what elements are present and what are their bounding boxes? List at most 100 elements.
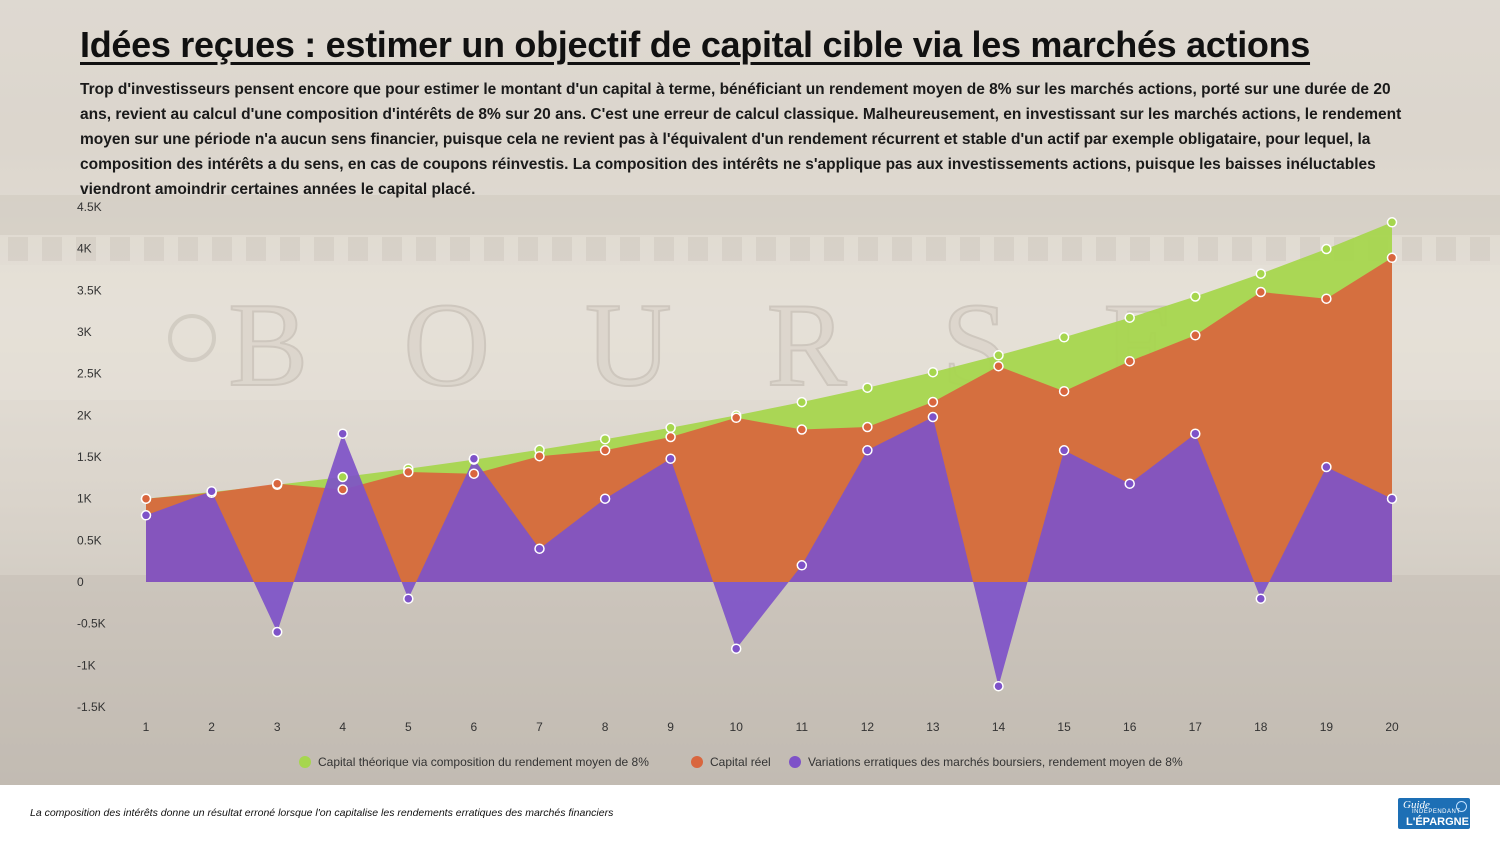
series-2-point[interactable] (1321, 293, 1332, 304)
facade-dentil (110, 237, 130, 261)
series-3-point[interactable] (1386, 493, 1398, 504)
series-3-point[interactable] (1255, 593, 1267, 604)
y-tick-label: 2K (77, 408, 92, 422)
facade-dentil (42, 237, 62, 261)
series-1-point[interactable] (599, 433, 611, 445)
series-1-point[interactable] (337, 471, 348, 483)
series-3-point[interactable] (730, 643, 742, 654)
series-1-point[interactable] (796, 396, 808, 408)
series-2-point[interactable] (271, 478, 283, 489)
series-2-point[interactable] (1124, 355, 1135, 367)
series-3-point[interactable] (796, 560, 808, 571)
facade-dentil (756, 237, 776, 261)
series-1-point[interactable] (1321, 243, 1332, 255)
page-title: Idées reçues : estimer un objectif de ca… (80, 24, 1311, 65)
series-1-point[interactable] (993, 350, 1004, 361)
series-3-point[interactable] (468, 453, 480, 464)
y-tick-label: 3K (77, 325, 92, 339)
legend-label-3[interactable]: Variations erratiques des marchés boursi… (808, 755, 1183, 769)
facade-dentil (654, 237, 674, 261)
facade-dentil (1266, 237, 1286, 261)
series-2-point[interactable] (862, 421, 873, 433)
x-tick-label: 8 (602, 720, 609, 734)
legend-label-1[interactable]: Capital théorique via composition du ren… (318, 755, 649, 769)
facade-dentil (178, 237, 198, 261)
series-3-point[interactable] (337, 428, 348, 439)
series-3-point[interactable] (534, 543, 545, 554)
legend-marker-1 (299, 756, 311, 768)
series-3-point[interactable] (206, 485, 217, 497)
series-2-point[interactable] (665, 431, 676, 443)
facade-dentil (1402, 237, 1422, 261)
series-2-point[interactable] (599, 445, 611, 456)
area-chart: -1.5K -1K -0.5K 0 0.5K 1K 1.5K 2K 2.5K 3K 3.5K 4K 4.… (77, 200, 1399, 769)
x-tick-label: 1 (143, 720, 150, 734)
facade-dentil (348, 237, 368, 261)
facade-dentil (1062, 237, 1082, 261)
series-2-point[interactable] (1255, 286, 1267, 298)
series-2-point[interactable] (534, 450, 545, 462)
y-tick-label: -0.5K (77, 617, 106, 631)
logo-line1: Guide (1403, 799, 1430, 811)
series-2-point[interactable] (140, 493, 152, 504)
series-1-point[interactable] (862, 382, 873, 393)
series-1-point[interactable] (1058, 332, 1070, 343)
series-3-point[interactable] (1190, 428, 1201, 439)
facade-dentil (76, 237, 96, 261)
legend-marker-3 (789, 756, 801, 768)
x-tick-label: 14 (992, 720, 1006, 734)
series-2-point[interactable] (403, 466, 414, 478)
series-2-point[interactable] (1058, 385, 1070, 397)
series-2-point[interactable] (730, 412, 742, 424)
brand-logo[interactable]: Guide INDÉPENDANT L'ÉPARGNE (1398, 798, 1470, 829)
facade-dentil (926, 237, 946, 261)
x-tick-label: 5 (405, 720, 412, 734)
facade-dentil (144, 237, 164, 261)
x-tick-label: 3 (274, 720, 281, 734)
x-tick-label: 11 (796, 720, 809, 734)
facade-dentil (552, 237, 572, 261)
x-tick-label: 12 (861, 720, 875, 734)
series-3-point[interactable] (1321, 461, 1332, 473)
series-3-point[interactable] (599, 493, 611, 504)
facade-dentil (620, 237, 640, 261)
facade-dentil (484, 237, 504, 261)
series-1-point[interactable] (1190, 291, 1201, 302)
series-2-point[interactable] (1190, 330, 1201, 341)
facade-dentil (824, 237, 844, 261)
series-2-point[interactable] (993, 360, 1004, 372)
series-1-point[interactable] (927, 366, 939, 378)
facade-dentil (8, 237, 28, 261)
series-1-point[interactable] (1124, 312, 1135, 323)
series-3-point[interactable] (403, 593, 414, 604)
y-tick-label: 0.5K (77, 533, 102, 547)
series-2-point[interactable] (1386, 252, 1398, 264)
series-3-point[interactable] (140, 510, 152, 521)
facade-dentil (518, 237, 538, 261)
legend-label-2[interactable]: Capital réel (710, 755, 771, 769)
series-2-point[interactable] (468, 468, 480, 479)
series-2-point[interactable] (927, 396, 939, 408)
facade-rosette-left (168, 314, 216, 362)
y-tick-label: 4.5K (77, 200, 102, 214)
series-1-point[interactable] (1255, 268, 1267, 279)
facade-dentil (382, 237, 402, 261)
facade-dentil (280, 237, 300, 261)
series-3-point[interactable] (993, 680, 1004, 692)
x-tick-label: 19 (1320, 720, 1334, 734)
series-1-point[interactable] (665, 422, 676, 434)
series-1-point[interactable] (1386, 217, 1398, 228)
y-tick-label: 3.5K (77, 283, 102, 297)
series-3-point[interactable] (665, 453, 676, 464)
series-3-point[interactable] (1058, 445, 1070, 456)
series-3-point[interactable] (862, 445, 873, 456)
x-tick-label: 10 (730, 720, 744, 734)
facade-cornice (0, 195, 1500, 235)
series-3-point[interactable] (1124, 478, 1135, 489)
facade-dentil (1470, 237, 1490, 261)
series-3-point[interactable] (927, 411, 939, 423)
series-3-point[interactable] (271, 626, 283, 638)
series-2-point[interactable] (796, 424, 808, 435)
x-tick-label: 20 (1385, 720, 1399, 734)
series-2-point[interactable] (337, 484, 348, 495)
